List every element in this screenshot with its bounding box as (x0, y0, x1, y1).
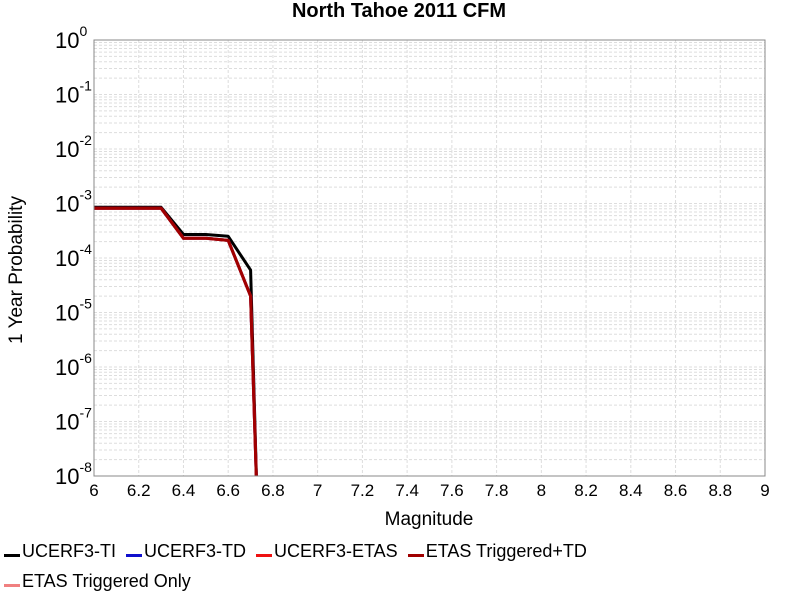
y-tick-label: 10-3 (55, 187, 92, 217)
legend-swatch-ucerf3-etas (256, 553, 272, 557)
legend-label-ucerf3-etas: UCERF3-ETAS (274, 540, 398, 561)
legend-swatch-ucerf3-ti (4, 553, 20, 557)
legend-row-1: UCERF3-TI UCERF3-TD UCERF3-ETAS ETAS Tri… (0, 536, 800, 566)
x-tick-label: 8 (537, 481, 546, 500)
y-tick-label: 10-2 (55, 132, 92, 162)
x-tick-label: 7 (313, 481, 322, 500)
legend-label-ucerf3-ti: UCERF3-TI (22, 540, 116, 561)
x-tick-label: 8.6 (664, 481, 688, 500)
legend-swatch-etas-triggered-td (407, 553, 424, 557)
y-tick-label: 10-4 (55, 241, 92, 271)
y-tick-label: 10-7 (55, 405, 92, 435)
x-tick-label: 6.6 (216, 481, 240, 500)
legend-item-etas-triggered-td: ETAS Triggered+TD (404, 541, 587, 562)
x-tick-label: 7.4 (395, 481, 419, 500)
x-tick-label: 7.8 (485, 481, 509, 500)
y-tick-label: 10-5 (55, 296, 92, 326)
y-tick-label: 10-1 (55, 78, 92, 108)
legend-row-2: ETAS Triggered Only (0, 566, 800, 596)
chart-title: North Tahoe 2011 CFM (292, 0, 506, 22)
legend-label-etas-triggered-only: ETAS Triggered Only (22, 570, 191, 591)
x-tick-label: 8.8 (708, 481, 732, 500)
plot-area (94, 205, 258, 476)
y-axis-ticks: 100 10-1 10-2 10-3 10-4 10-5 10-6 10-7 10-8 (55, 23, 92, 489)
y-tick-label: 10-6 (55, 350, 92, 380)
x-tick-label: 9 (760, 481, 769, 500)
x-tick-label: 8.2 (574, 481, 598, 500)
x-tick-label: 7.6 (440, 481, 464, 500)
x-axis-ticks: 6 6.2 6.4 6.6 6.8 7 7.2 7.4 7.6 7.8 8 8.2 8.4 8.6 8.8 9 (89, 481, 769, 500)
legend-swatch-ucerf3-td (126, 553, 142, 557)
x-tick-label: 7.2 (351, 481, 375, 500)
x-tick-label: 6.4 (172, 481, 196, 500)
x-tick-label: 8.4 (619, 481, 643, 500)
x-tick-label: 6.8 (261, 481, 285, 500)
series-line-etas-triggered-td (94, 206, 258, 476)
legend-item-etas-triggered-only: ETAS Triggered Only (0, 571, 191, 592)
legend: UCERF3-TI UCERF3-TD UCERF3-ETAS ETAS Tri… (0, 536, 800, 596)
legend-label-etas-triggered-td: ETAS Triggered+TD (425, 540, 587, 561)
y-tick-label: 10-8 (55, 459, 92, 489)
plot-frame (93, 39, 766, 477)
grid (93, 40, 766, 477)
x-tick-label: 6.2 (127, 481, 151, 500)
x-tick-label: 6 (89, 481, 98, 500)
legend-label-ucerf3-td: UCERF3-TD (144, 540, 246, 561)
legend-swatch-etas-triggered-only (4, 583, 20, 587)
legend-item-ucerf3-td: UCERF3-TD (122, 541, 246, 562)
x-axis-label: Magnitude (385, 509, 474, 530)
y-axis-label: 1 Year Probability (6, 196, 27, 344)
legend-item-ucerf3-ti: UCERF3-TI (0, 541, 116, 562)
y-tick-label: 100 (55, 23, 87, 53)
legend-item-ucerf3-etas: UCERF3-ETAS (252, 541, 398, 562)
